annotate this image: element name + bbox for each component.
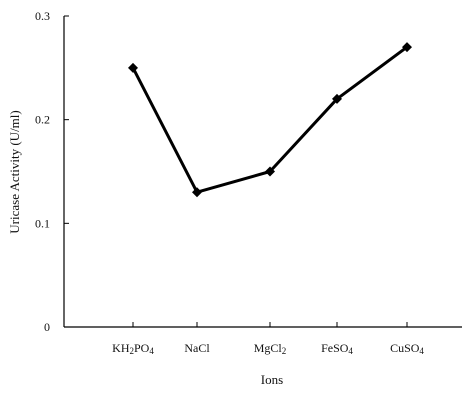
data-point-4 xyxy=(402,42,412,53)
x-axis-title: Ions xyxy=(261,372,283,387)
y-tick-label-1: 0.1 xyxy=(35,216,50,230)
x-ticks: KH2PO4 NaCl MgCl2 FeSO4 CuSO4 xyxy=(112,322,424,356)
y-axis-title: Uricase Activity (U/ml) xyxy=(7,110,22,233)
series-group xyxy=(128,42,412,198)
x-tick-label-2: MgCl2 xyxy=(254,341,287,356)
y-tick-label-0: 0 xyxy=(44,320,50,334)
axes xyxy=(63,16,462,328)
data-point-3 xyxy=(332,93,342,104)
data-point-2 xyxy=(265,166,275,177)
y-tick-label-3: 0.3 xyxy=(35,9,50,23)
y-tick-label-2: 0.2 xyxy=(35,113,50,127)
y-ticks: 0 0.1 0.2 0.3 xyxy=(35,9,69,334)
x-tick-label-1: NaCl xyxy=(184,341,210,355)
x-tick-label-4: CuSO4 xyxy=(390,341,424,356)
x-tick-label-0: KH2PO4 xyxy=(112,341,154,356)
x-tick-label-3: FeSO4 xyxy=(321,341,353,356)
data-point-0 xyxy=(128,62,138,73)
data-point-1 xyxy=(192,187,202,198)
